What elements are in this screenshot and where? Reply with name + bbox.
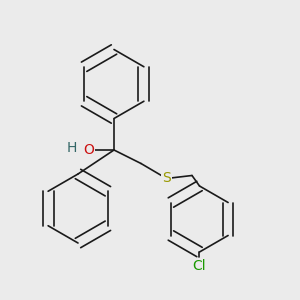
Text: O: O	[83, 143, 94, 157]
Text: Cl: Cl	[193, 260, 206, 274]
Text: S: S	[162, 172, 171, 185]
Text: H: H	[67, 142, 77, 155]
